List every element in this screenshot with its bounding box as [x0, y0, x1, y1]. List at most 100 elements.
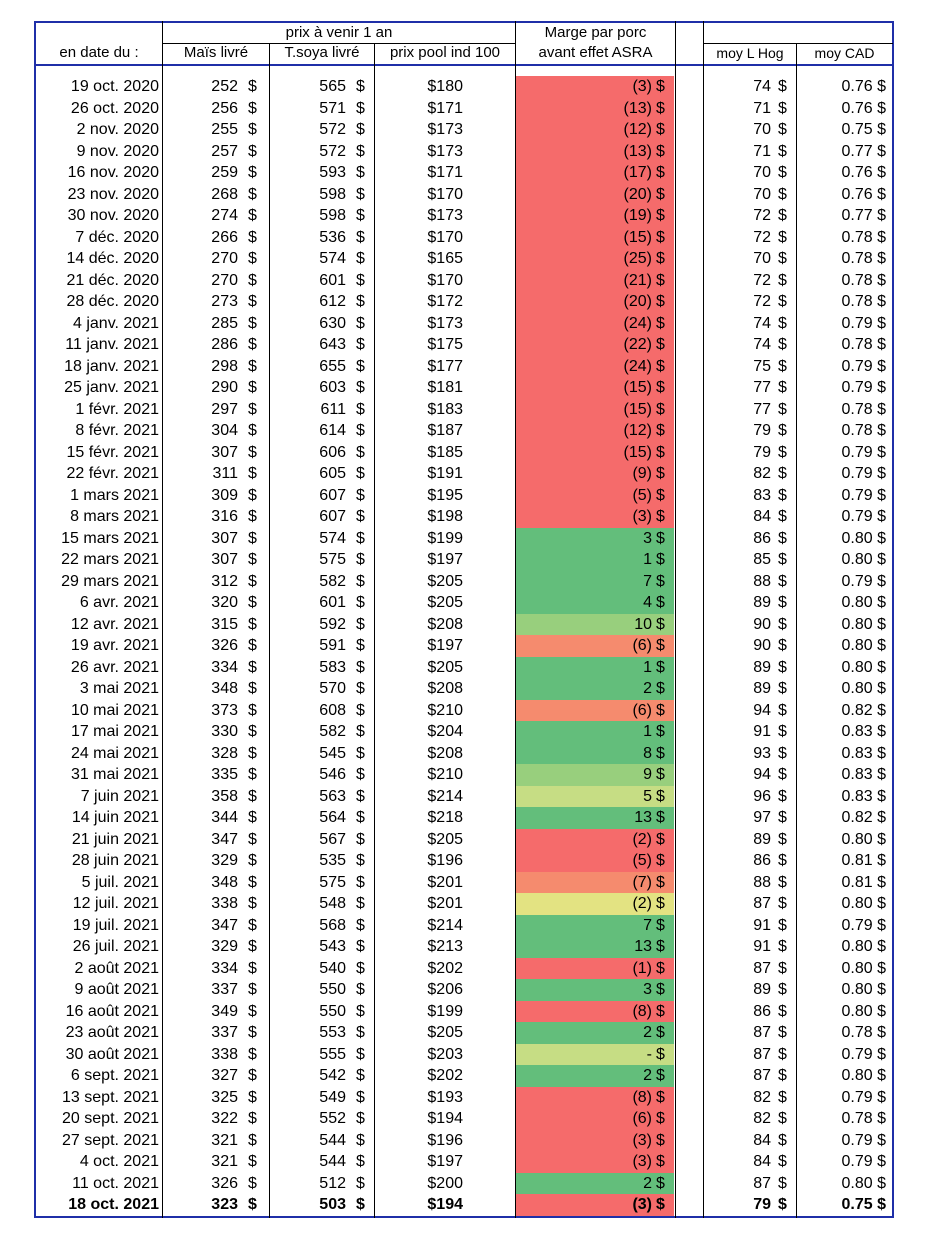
mais-currency: $	[248, 207, 257, 224]
mais-cell: 285	[211, 314, 238, 332]
hog-currency: $	[778, 271, 787, 289]
soya-currency: $	[356, 766, 365, 783]
cad-cell: 0.76 $	[841, 99, 886, 117]
mais-cell: 307	[211, 529, 238, 547]
hog-cell: 74	[753, 314, 771, 332]
pool-cell: $194	[427, 1196, 463, 1213]
mais-currency: $	[248, 852, 257, 869]
table-row: 29 mars 2021 312 $582 $ $205 7 $88 $0.79 $	[0, 570, 932, 592]
soya-cell: 582	[319, 572, 346, 590]
cad-cell: 0.83 $	[841, 744, 886, 762]
date-cell: 29 mars 2021	[61, 572, 159, 590]
mais-currency: $	[248, 78, 257, 95]
soya-currency: $	[356, 744, 365, 762]
date-cell: 19 juil. 2021	[72, 916, 159, 934]
pool-cell: $173	[427, 207, 463, 224]
marge-cell-fill	[516, 1043, 674, 1065]
hog-currency: $	[778, 121, 787, 138]
marge-cell-fill	[516, 269, 674, 291]
table-row: 12 juil. 2021 338 $548 $ $201 (2) $87 $0.80 $	[0, 893, 932, 915]
marge-currency: $	[656, 852, 665, 869]
mais-currency: $	[248, 1088, 257, 1106]
mais-currency: $	[248, 271, 257, 289]
mais-cell: 321	[211, 1153, 238, 1170]
hog-cell: 91	[753, 938, 771, 955]
soya-currency: $	[356, 185, 365, 203]
soya-currency: $	[356, 78, 365, 95]
mais-cell: 312	[211, 572, 238, 590]
mais-cell: 257	[211, 142, 238, 160]
soya-currency: $	[356, 959, 365, 977]
soya-cell: 593	[319, 164, 346, 181]
hog-currency: $	[778, 443, 787, 461]
mais-currency: $	[248, 486, 257, 504]
pool-cell: $206	[427, 981, 463, 998]
pool-cell: $195	[427, 486, 463, 504]
hog-currency: $	[778, 1067, 787, 1084]
hog-currency: $	[778, 1131, 787, 1149]
date-cell: 1 févr. 2021	[75, 400, 159, 418]
mais-currency: $	[248, 701, 257, 719]
mais-currency: $	[248, 723, 257, 740]
soya-cell: 575	[319, 551, 346, 568]
marge-cell: 2	[643, 1024, 652, 1041]
hog-currency: $	[778, 594, 787, 611]
cad-cell: 0.80 $	[841, 959, 886, 977]
soya-currency: $	[356, 508, 365, 525]
marge-cell: 13	[634, 809, 652, 826]
hog-cell: 83	[753, 486, 771, 504]
marge-cell: 5	[643, 787, 652, 805]
soya-currency: $	[356, 357, 365, 375]
marge-cell: 13	[634, 938, 652, 955]
soya-currency: $	[356, 551, 365, 568]
marge-cell-fill	[516, 463, 674, 485]
soya-cell: 608	[319, 701, 346, 719]
marge-currency: $	[656, 357, 665, 375]
soya-cell: 503	[319, 1196, 346, 1213]
pool-cell: $187	[427, 422, 463, 439]
marge-currency: $	[656, 1088, 665, 1106]
hog-currency: $	[778, 293, 787, 310]
soya-cell: 563	[319, 787, 346, 805]
table-row: 23 août 2021 337 $553 $ $205 2 $87 $0.78 $	[0, 1022, 932, 1044]
marge-cell-fill	[516, 678, 674, 700]
date-cell: 6 sept. 2021	[70, 1067, 159, 1084]
pool-cell: $170	[427, 271, 463, 289]
date-cell: 25 janv. 2021	[64, 379, 159, 396]
cad-cell: 0.76 $	[841, 78, 886, 95]
soya-cell: 544	[319, 1131, 346, 1149]
mais-cell: 252	[211, 78, 238, 95]
marge-cell-fill	[516, 140, 674, 162]
marge-cell-fill	[516, 957, 674, 979]
cad-cell: 0.79 $	[841, 465, 886, 482]
mais-currency: $	[248, 680, 257, 697]
mais-cell: 304	[211, 422, 238, 439]
marge-cell: (12)	[623, 422, 652, 439]
hog-cell: 89	[753, 594, 771, 611]
mais-cell: 270	[211, 250, 238, 267]
mais-cell: 326	[211, 637, 238, 654]
mais-cell: 347	[211, 916, 238, 934]
hog-cell: 89	[753, 981, 771, 998]
date-cell: 21 déc. 2020	[66, 271, 159, 289]
cad-cell: 0.80 $	[841, 981, 886, 998]
cad-cell: 0.80 $	[841, 1174, 886, 1192]
mais-cell: 348	[211, 680, 238, 697]
soya-currency: $	[356, 164, 365, 181]
cad-cell: 0.80 $	[841, 680, 886, 697]
date-cell: 23 août 2021	[65, 1024, 159, 1041]
pool-cell: $173	[427, 142, 463, 160]
header-subline-right	[703, 43, 893, 44]
mais-currency: $	[248, 1131, 257, 1149]
mais-cell: 298	[211, 357, 238, 375]
date-cell: 12 avr. 2021	[70, 615, 159, 633]
marge-currency: $	[656, 873, 665, 891]
mais-currency: $	[248, 1174, 257, 1192]
hog-cell: 86	[753, 1002, 771, 1020]
pool-cell: $171	[427, 164, 463, 181]
marge-cell-fill	[516, 1022, 674, 1044]
hog-cell: 90	[753, 637, 771, 654]
date-cell: 16 août 2021	[65, 1002, 159, 1020]
soya-cell: 612	[319, 293, 346, 310]
soya-cell: 553	[319, 1024, 346, 1041]
